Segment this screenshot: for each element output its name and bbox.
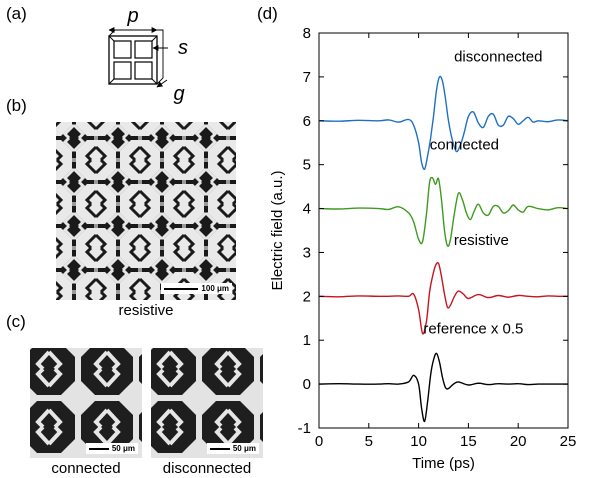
resistive-micrograph: 100 μm xyxy=(56,122,236,300)
metamaterial-pattern-disconnected xyxy=(151,348,263,458)
series-line-connected xyxy=(318,176,569,247)
y-tick-label: 8 xyxy=(303,25,311,42)
x-tick-label: 20 xyxy=(510,433,527,450)
connected-micrograph: 50 μm xyxy=(30,348,142,458)
y-tick-label: 6 xyxy=(303,113,311,130)
annotation-disconnected: disconnected xyxy=(454,49,542,66)
plot-frame-box xyxy=(318,32,569,429)
symbol-s: s xyxy=(178,37,188,59)
panel-label-b: (b) xyxy=(6,96,27,115)
disconnected-micrograph: 50 μm xyxy=(151,348,263,458)
series-line-disconnected xyxy=(318,75,569,171)
x-tick-label: 0 xyxy=(315,433,323,450)
x-tick-label: 10 xyxy=(410,433,427,450)
metamaterial-pattern-b xyxy=(56,122,236,300)
symbol-p: p xyxy=(126,5,138,27)
y-tick-label: 0 xyxy=(303,376,311,393)
series-line-reference xyxy=(318,352,568,423)
unit-cell-schematic: p s g xyxy=(108,5,188,104)
caption-connected: connected xyxy=(51,460,121,477)
panel-label-a: (a) xyxy=(6,4,27,23)
panel-label-c: (c) xyxy=(6,312,26,331)
series-line-resistive xyxy=(318,261,569,335)
annotation-reference: reference x 0.5 xyxy=(423,321,523,338)
y-tick-label: 2 xyxy=(303,288,311,305)
y-tick-label: 1 xyxy=(303,332,311,349)
y-axis-label: Electric field (a.u.) xyxy=(269,170,286,290)
y-tick-label: 3 xyxy=(303,244,311,261)
scalebar-b: 100 μm xyxy=(161,283,232,294)
x-tick-label: 5 xyxy=(365,433,373,450)
panel-label-d: (d) xyxy=(257,4,278,23)
x-tick-label: 15 xyxy=(460,433,477,450)
metamaterial-pattern-connected xyxy=(30,348,142,458)
x-axis-label: Time (ps) xyxy=(412,455,475,472)
caption-resistive: resistive xyxy=(118,302,174,319)
scalebar-connected: 50 μm xyxy=(85,443,138,454)
y-tick-label: 4 xyxy=(303,201,311,218)
y-tick-label: 7 xyxy=(303,69,311,86)
annotation-resistive: resistive xyxy=(454,232,509,249)
y-tick-label: -1 xyxy=(298,420,311,437)
caption-disconnected: disconnected xyxy=(162,460,252,477)
y-tick-label: 5 xyxy=(303,157,311,174)
x-tick-label: 25 xyxy=(560,433,577,450)
scalebar-disconnected: 50 μm xyxy=(206,443,259,454)
symbol-g: g xyxy=(173,83,184,104)
annotation-connected: connected xyxy=(430,136,499,153)
